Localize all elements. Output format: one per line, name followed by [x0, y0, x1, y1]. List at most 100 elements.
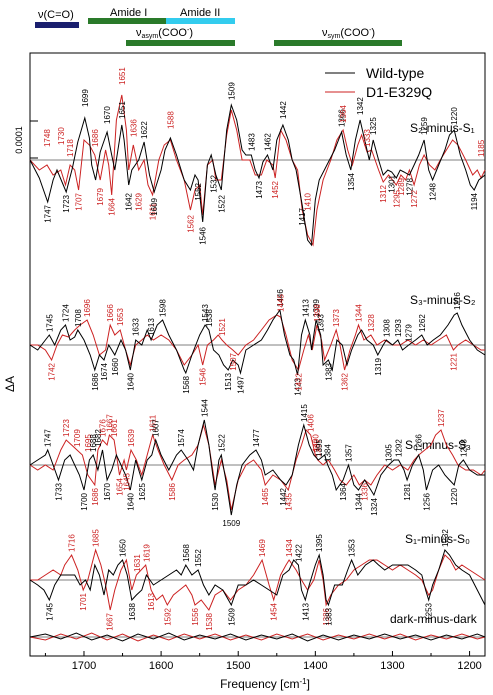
peak-label: 1696 [83, 299, 92, 317]
peak-label: 1509 [222, 519, 240, 528]
peak-label: 1413 [301, 299, 310, 317]
peak-label: 1667 [105, 612, 114, 630]
peak-label: 1651 [118, 67, 127, 85]
band-label-cxo: ν(C=O) [38, 9, 74, 21]
peak-label: 1216 [453, 292, 462, 310]
peak-label: 1568 [182, 375, 191, 393]
peak-label: 1747 [44, 204, 53, 222]
x-tick-label: 1500 [226, 660, 250, 672]
scale-bar: 0.0001 [14, 120, 38, 159]
peak-label: 1629 [135, 192, 144, 210]
peak-label: 1344 [355, 304, 364, 322]
band-assignment-bars: ν(C=O) Amide I Amide II νasym(COO-) νsym… [35, 7, 402, 46]
peak-label: 1699 [81, 89, 90, 107]
x-axis: 1700 1600 1500 1400 1300 1200 [44, 651, 482, 672]
peak-label: 1598 [159, 299, 168, 317]
peak-label: 1324 [370, 497, 379, 515]
series-d1-e329q-S0-minus-S3 [29, 423, 486, 511]
peak-label: 1413 [301, 602, 310, 620]
peak-label: 1733 [55, 482, 64, 500]
peak-label: 1319 [374, 357, 383, 375]
peak-label: 1742 [48, 362, 57, 380]
peak-label: 1362 [341, 372, 350, 390]
peak-label: 1636 [129, 119, 138, 137]
peak-label: 1682 [94, 429, 103, 447]
peak-label: 1398 [313, 304, 322, 322]
spectrum-label-s3s2: S₃-minus-S₂ [410, 293, 476, 307]
peak-label: 1661 [110, 419, 119, 437]
peak-label: 1366 [338, 109, 347, 127]
peak-label: 1357 [345, 444, 354, 462]
peak-label: 1446 [276, 289, 285, 307]
spectrum-label-s2s1: S₂-minus-S₁ [410, 121, 475, 135]
peak-label: 1383 [324, 607, 333, 625]
peak-label: 1638 [128, 602, 137, 620]
peak-label: 1723 [62, 419, 71, 437]
peak-label: 1588 [166, 111, 175, 129]
peak-label: 1473 [255, 180, 264, 198]
x-tick-label: 1600 [149, 660, 173, 672]
peak-label: 1521 [218, 318, 227, 336]
peak-label: 1237 [437, 409, 446, 427]
peak-label: 1686 [91, 487, 100, 505]
y-axis-title: ΔA [3, 376, 17, 392]
peak-label: 1543 [201, 304, 210, 322]
series-wild-type-S2-minus-S1 [29, 103, 486, 247]
peak-label: 1546 [199, 226, 208, 244]
spectrum-label-s0s3: S₀-minus-S₃ [405, 438, 471, 452]
peak-label: 1383 [324, 362, 333, 380]
peak-label: 1194 [470, 192, 479, 210]
peak-label: 1259 [420, 117, 429, 135]
peak-label: 1364 [339, 482, 348, 500]
peak-label: 1664 [108, 197, 117, 215]
peak-label: 1422 [294, 372, 303, 390]
peak-label: 1342 [356, 97, 365, 115]
peak-label: 1747 [44, 429, 53, 447]
peak-label: 1248 [429, 182, 438, 200]
peak-label: 1625 [138, 482, 147, 500]
peak-label: 1718 [66, 139, 75, 157]
peak-label: 1253 [425, 602, 434, 620]
peak-label: 1631 [133, 554, 142, 572]
peak-label: 1395 [315, 534, 324, 552]
peak-label: 1686 [91, 129, 100, 147]
peak-label: 1686 [91, 372, 100, 390]
peak-label: 1507 [229, 352, 238, 370]
peak-label: 1716 [68, 534, 77, 552]
peak-label: 1676 [98, 419, 107, 437]
peak-label: 1434 [285, 539, 294, 557]
peak-label: 1395 [315, 439, 324, 457]
spectrum-label-dark: dark-minus-dark [390, 612, 478, 626]
series-d1-e329q-S2-minus-S1 [29, 94, 486, 247]
peak-label: 1353 [348, 539, 357, 557]
peak-label: 1483 [247, 133, 256, 151]
peak-label: 1745 [45, 314, 54, 332]
peak-label: 1312 [379, 184, 388, 202]
band-bar-amide2 [166, 18, 235, 24]
peak-label: 1670 [103, 106, 112, 124]
peak-label: 1399 [312, 299, 321, 317]
peak-label: 1513 [224, 372, 233, 390]
peak-label: 1674 [100, 362, 109, 380]
peak-label: 1574 [177, 429, 186, 447]
peak-label: 1552 [194, 182, 203, 200]
peak-label: 1301 [388, 174, 397, 192]
legend-label-d1: D1-E329Q [366, 84, 432, 100]
peak-label: 1497 [237, 375, 246, 393]
peak-label: 1295 [392, 189, 401, 207]
spectra [29, 94, 486, 642]
peak-label: 1611 [149, 414, 158, 432]
peak-label: 1709 [73, 429, 82, 447]
peak-label: 1336 [361, 482, 370, 500]
peak-label: 1422 [294, 544, 303, 562]
peak-label: 1670 [103, 482, 112, 500]
peak-label: 1477 [252, 429, 261, 447]
series-wild-type-dark-minus-dark [29, 632, 486, 642]
series-d1-e329q-S3-minus-S2 [30, 314, 485, 372]
band-label-coo-sym: νsym(COO-) [322, 27, 375, 40]
peak-label: 1406 [307, 414, 316, 432]
peak-label: 1619 [142, 544, 151, 562]
peak-label: 1645 [122, 472, 131, 490]
peak-label: 1688 [89, 434, 98, 452]
